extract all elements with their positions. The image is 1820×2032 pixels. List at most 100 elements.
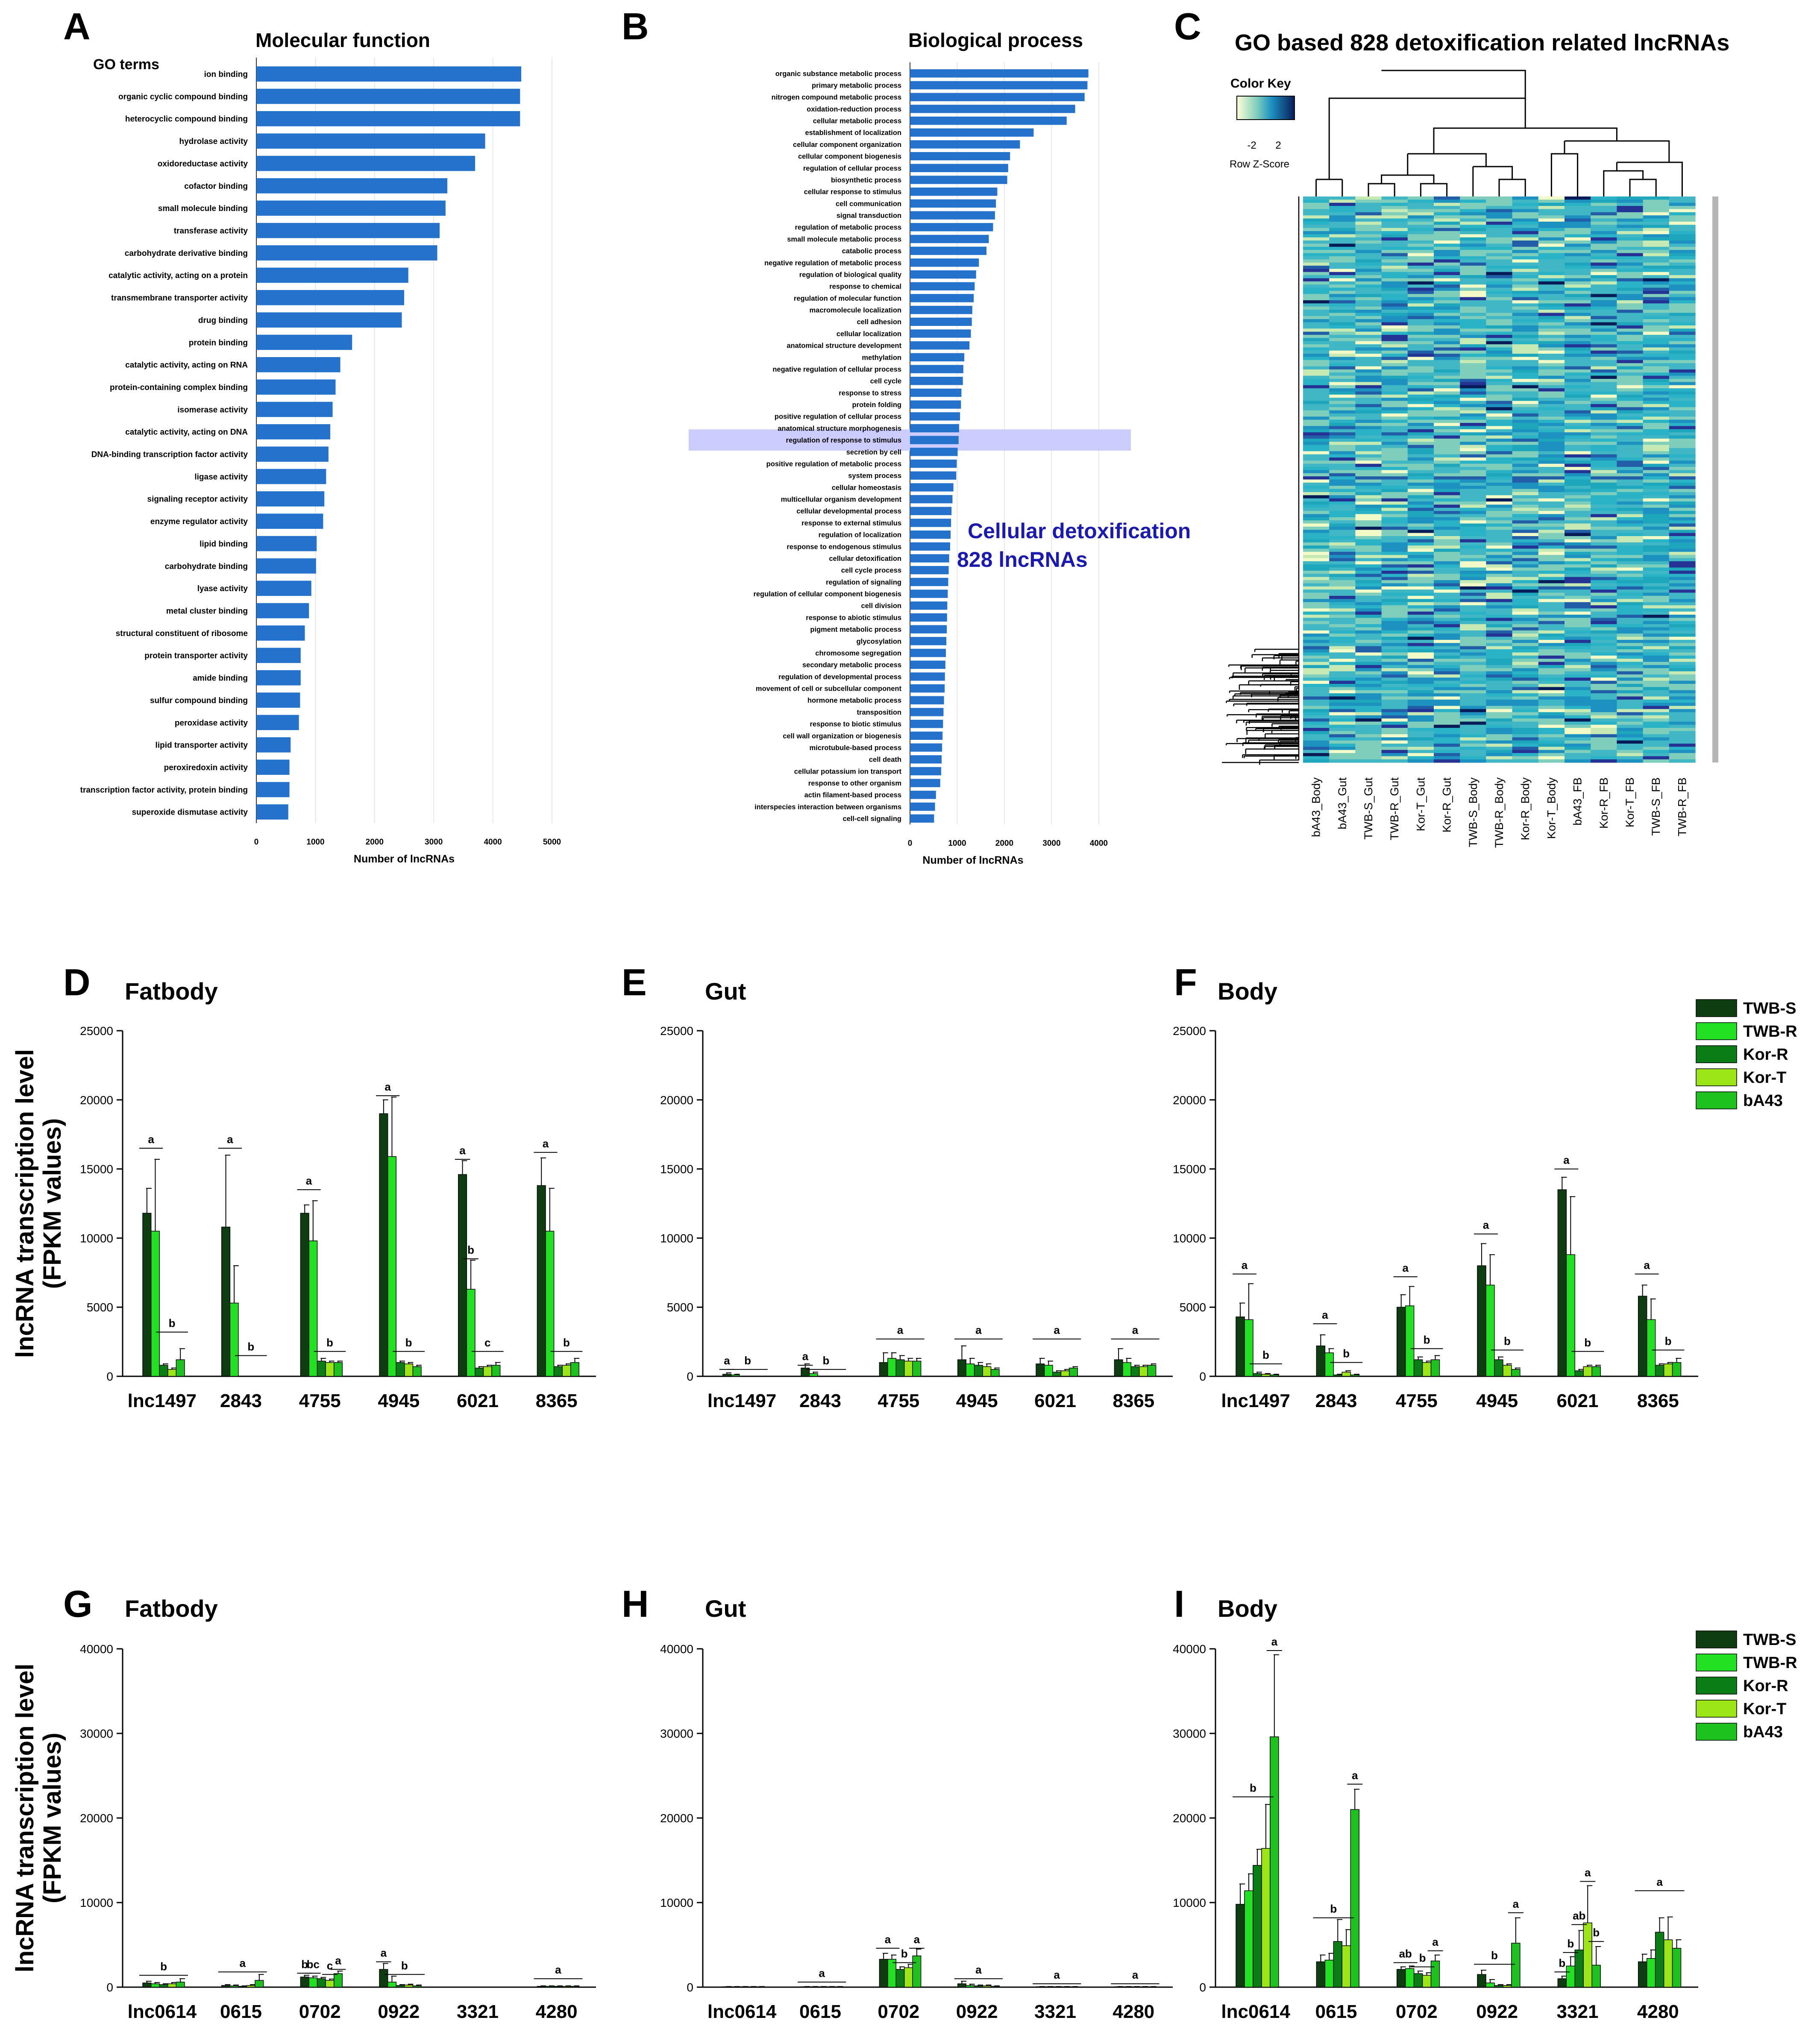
heatmap-cell — [1381, 206, 1408, 210]
heatmap-cell — [1538, 655, 1565, 659]
heatmap-cell — [1591, 724, 1617, 728]
bar — [229, 1302, 239, 1377]
heatmap-cell — [1565, 655, 1591, 659]
heatmap-cell — [1591, 636, 1617, 640]
heatmap-cell — [1329, 668, 1356, 672]
heatmap-cell — [1669, 511, 1696, 515]
heatmap-cell — [1460, 225, 1486, 229]
heatmap-cell — [1460, 668, 1486, 672]
heatmap-cell — [1643, 498, 1670, 502]
category-label: positive regulation of metabolic process — [766, 460, 901, 468]
heatmap-cell — [1329, 706, 1356, 710]
bar — [910, 176, 1007, 184]
heatmap-cell — [1355, 731, 1382, 735]
heatmap-cell — [1617, 435, 1644, 439]
heatmap-cell — [1355, 445, 1382, 449]
heatmap-cell — [1512, 385, 1539, 389]
heatmap-cell — [1538, 429, 1565, 433]
heatmap-cell — [1591, 319, 1617, 323]
heatmap-cell — [1643, 592, 1670, 596]
heatmap-cell — [1303, 677, 1330, 681]
heatmap-cell — [1643, 269, 1670, 273]
heatmap-cell — [1460, 627, 1486, 631]
heatmap-cell — [1486, 290, 1513, 294]
heatmap-cell — [1591, 322, 1617, 326]
heatmap-cell — [1591, 715, 1617, 719]
heatmap-cell — [1355, 206, 1382, 210]
heatmap-cell — [1512, 662, 1539, 666]
heatmap-cell — [1486, 334, 1513, 338]
heatmap-cell — [1329, 426, 1356, 430]
category-label: positive regulation of cellular process — [775, 413, 901, 421]
heatmap-cell — [1643, 354, 1670, 358]
heatmap-cell — [1303, 662, 1330, 666]
significance-letter: b — [401, 1959, 408, 1972]
heatmap-cell — [1617, 372, 1644, 376]
heatmap-cell — [1486, 507, 1513, 511]
heatmap-cell — [1669, 316, 1696, 320]
bar — [255, 1980, 264, 1988]
heatmap-cell — [1617, 290, 1644, 294]
bar — [1422, 1362, 1432, 1377]
significance-letter: a — [1563, 1154, 1570, 1167]
heatmap-cell — [1617, 218, 1644, 222]
heatmap-cell — [1329, 199, 1356, 203]
heatmap-cell — [1407, 423, 1434, 426]
bar — [982, 1366, 992, 1377]
bar — [957, 1983, 966, 1988]
heatmap-cell — [1643, 718, 1670, 722]
heatmap-cell — [1486, 310, 1513, 313]
heatmap-cell — [1407, 564, 1434, 568]
significance-letter: b — [1424, 1333, 1430, 1346]
heatmap-cell — [1538, 463, 1565, 467]
category-label: signal transduction — [837, 212, 901, 220]
legend-label: Kor-T — [1743, 1700, 1786, 1718]
heatmap-cell — [1355, 448, 1382, 452]
heatmap-cell — [1669, 548, 1696, 552]
heatmap-cell — [1460, 388, 1486, 392]
heatmap-cell — [1303, 350, 1330, 354]
heatmap-cell — [1329, 731, 1356, 735]
category-label: transmembrane transporter activity — [111, 294, 248, 303]
heatmap-cell — [1512, 611, 1539, 615]
heatmap-cell — [1512, 382, 1539, 386]
heatmap-cell — [1617, 357, 1644, 361]
heatmap-cell — [1355, 715, 1382, 719]
heatmap-cell — [1303, 322, 1330, 326]
heatmap-cell — [1381, 369, 1408, 373]
heatmap-cell — [1591, 457, 1617, 461]
heatmap-cell — [1381, 416, 1408, 420]
heatmap-cell — [1617, 570, 1644, 574]
heatmap-cell — [1643, 599, 1670, 603]
heatmap-cell — [1512, 501, 1539, 505]
heatmap-cell — [1434, 592, 1460, 596]
heatmap-cell — [1303, 639, 1330, 643]
row-dendrogram-link — [1239, 684, 1299, 690]
heatmap-cell — [1329, 709, 1356, 713]
heatmap-cell — [1303, 344, 1330, 348]
heatmap-cell — [1381, 530, 1408, 534]
heatmap-cell — [1381, 618, 1408, 622]
significance-letter: a — [802, 1350, 809, 1363]
heatmap-cell — [1512, 319, 1539, 323]
heatmap-cell — [1565, 706, 1591, 710]
heatmap-cell — [1669, 306, 1696, 310]
significance-letter: a — [1644, 1259, 1650, 1272]
heatmap-cell — [1512, 605, 1539, 609]
heatmap-cell — [1591, 756, 1617, 760]
bar — [1350, 1809, 1359, 1988]
significance-letter: a — [227, 1133, 233, 1146]
heatmap-cell — [1355, 331, 1382, 335]
heatmap-cell — [1591, 354, 1617, 358]
heatmap-cell — [1407, 325, 1434, 329]
heatmap-cell — [1381, 728, 1408, 731]
heatmap-cell — [1538, 580, 1565, 584]
heatmap-cell — [1407, 586, 1434, 590]
heatmap-cell — [1355, 432, 1382, 436]
heatmap-cell — [1434, 454, 1460, 458]
category-label: organic cyclic compound binding — [118, 92, 248, 101]
heatmap-cell — [1669, 413, 1696, 417]
heatmap-cell — [1643, 699, 1670, 703]
heatmap-cell — [1407, 378, 1434, 382]
bar — [1130, 1366, 1140, 1377]
